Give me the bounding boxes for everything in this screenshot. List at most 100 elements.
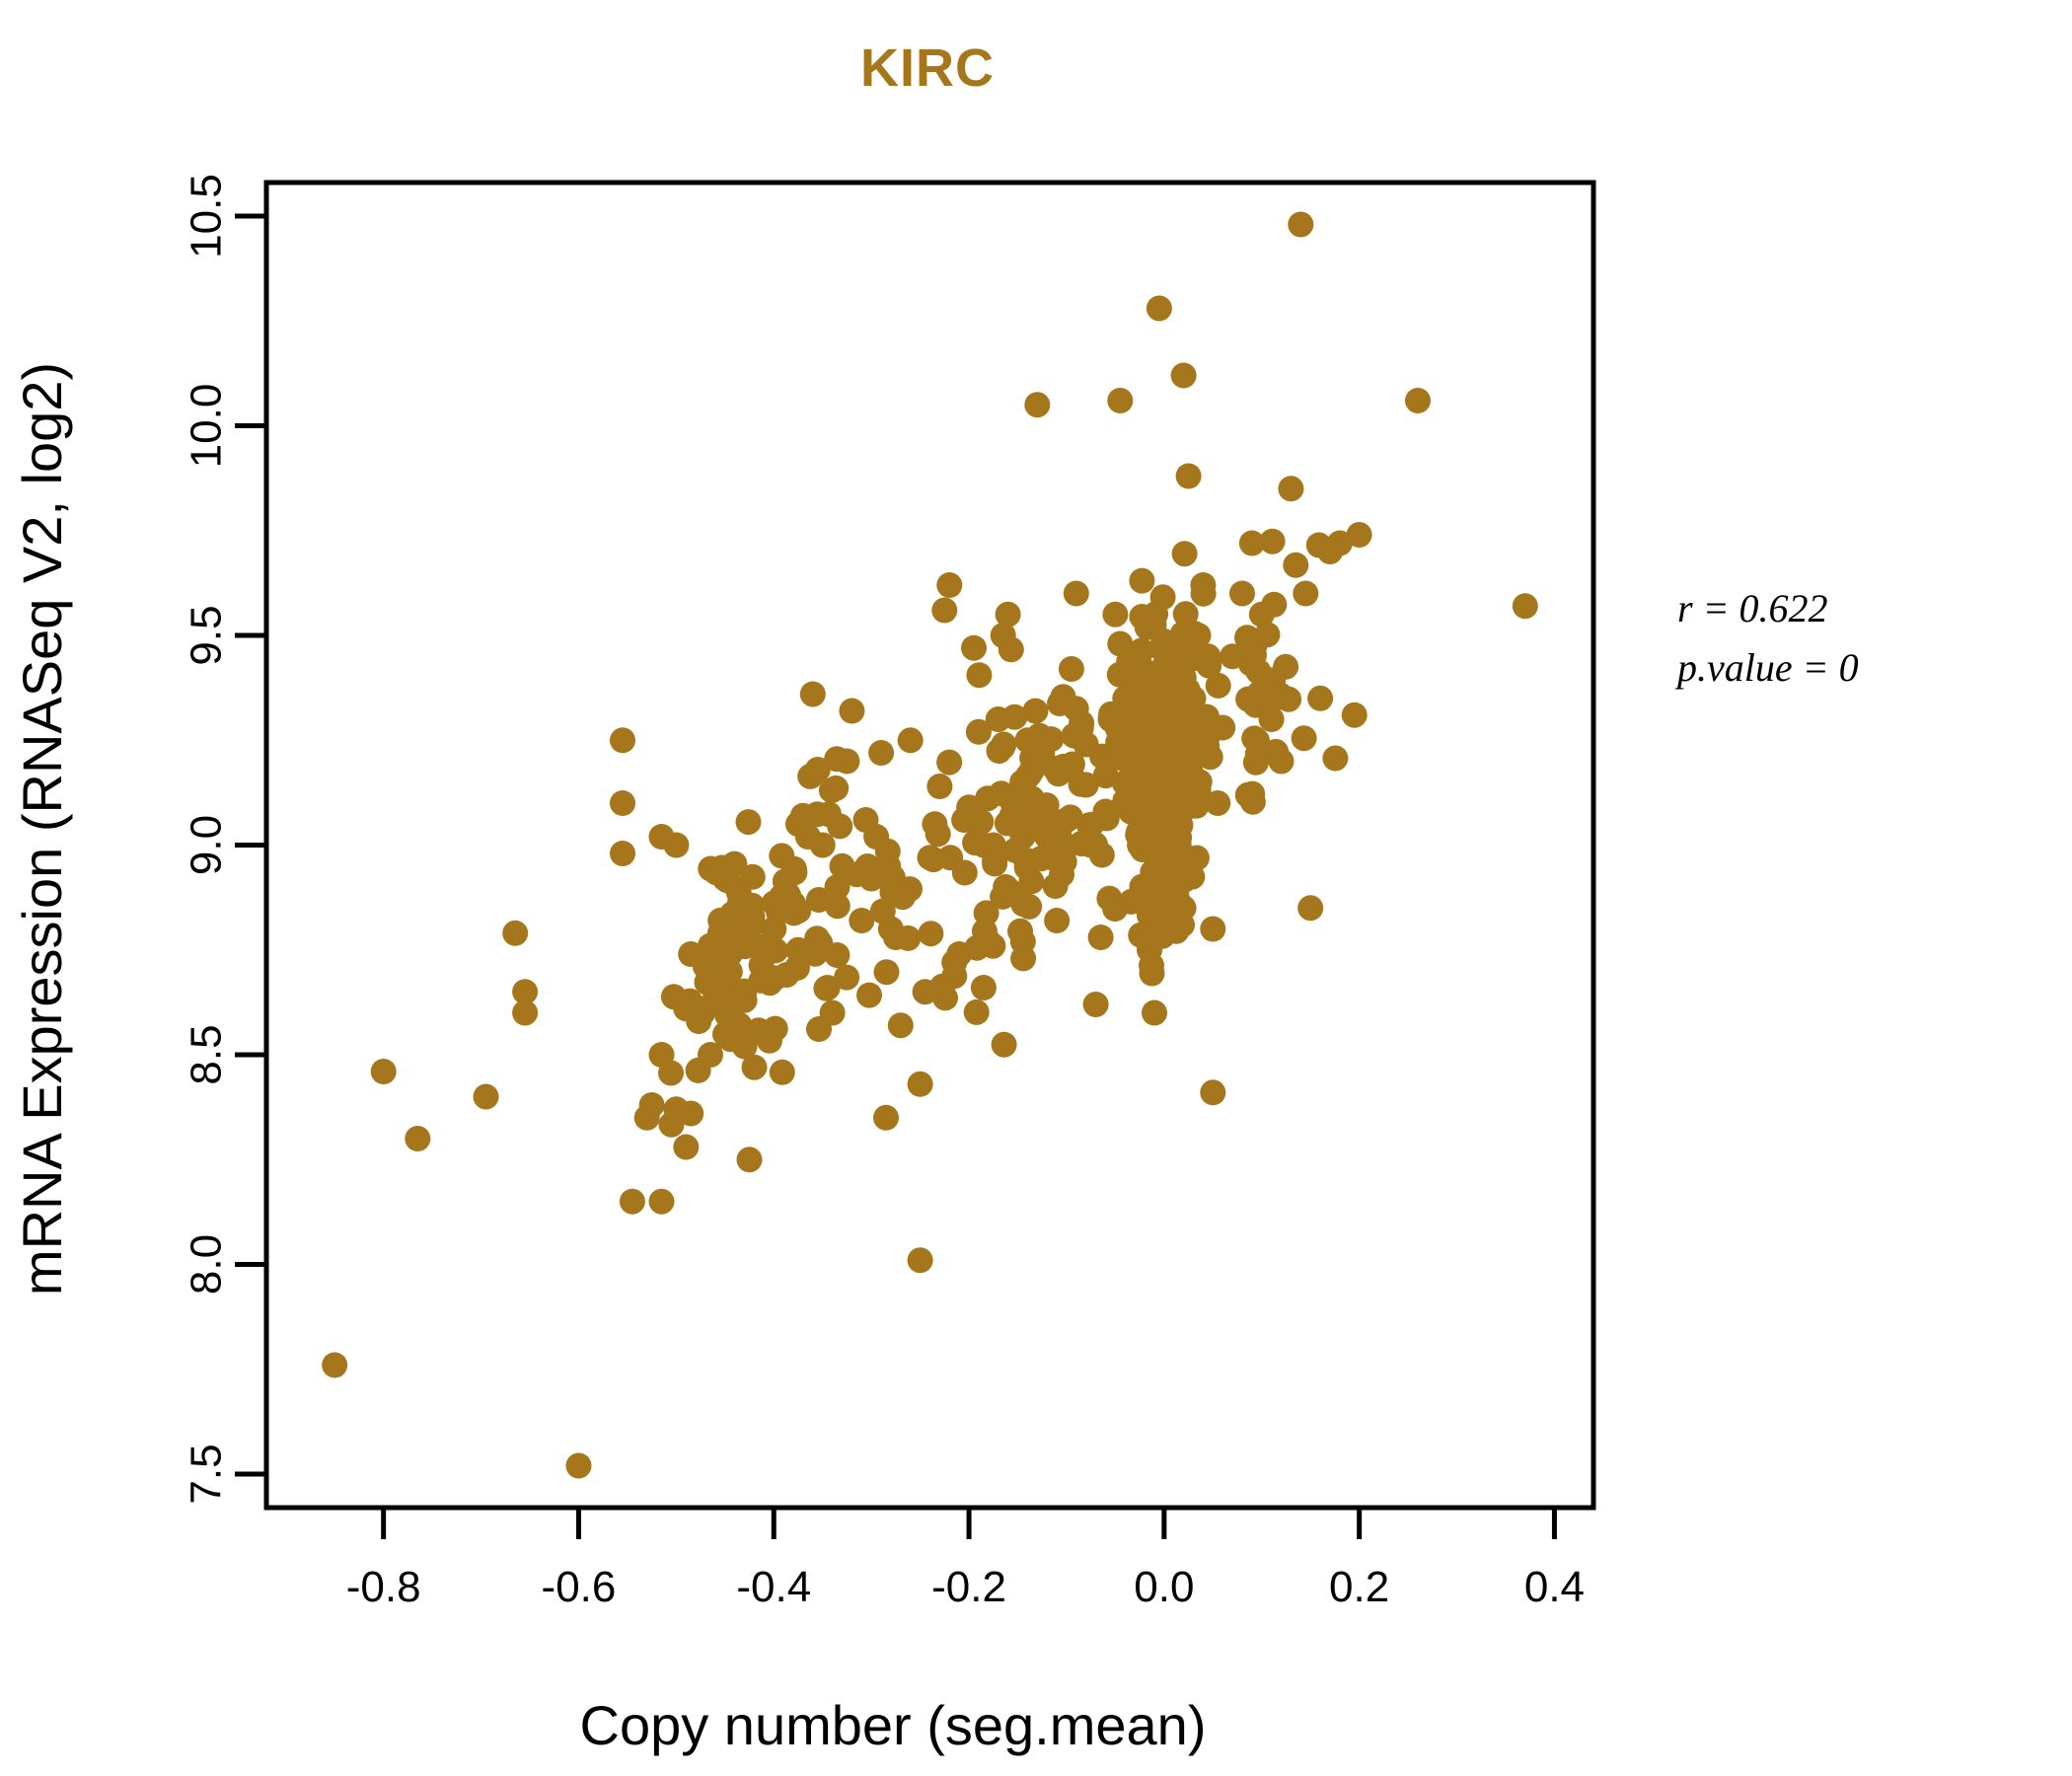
data-point — [1075, 812, 1102, 839]
data-point — [648, 1188, 675, 1215]
data-point — [1136, 929, 1162, 956]
data-point — [1166, 897, 1193, 924]
data-point — [925, 821, 951, 848]
data-point — [1092, 763, 1119, 789]
data-point — [874, 838, 901, 864]
data-point — [907, 1247, 933, 1274]
data-point — [970, 975, 997, 1000]
correlation-annotation: r = 0.622 — [1677, 586, 1828, 630]
data-point — [1283, 552, 1309, 578]
data-point — [936, 572, 963, 598]
data-point — [823, 775, 850, 801]
data-point — [748, 952, 775, 979]
data-point — [806, 1016, 832, 1042]
data-point — [638, 1092, 665, 1118]
y-tick-label: 10.0 — [183, 384, 231, 469]
data-point — [807, 930, 834, 957]
data-point — [1044, 908, 1071, 933]
data-point — [879, 864, 906, 891]
data-point — [995, 601, 1021, 628]
data-point — [1163, 918, 1190, 944]
data-point — [709, 921, 736, 947]
page-title: KIRC — [860, 38, 995, 98]
x-tick-label: 0.4 — [1524, 1563, 1585, 1611]
data-point — [868, 740, 895, 766]
data-point — [1102, 601, 1129, 628]
data-point — [1256, 691, 1283, 717]
data-point — [677, 988, 703, 1014]
data-point — [824, 874, 851, 900]
data-point — [962, 830, 989, 856]
data-point — [1022, 698, 1049, 724]
data-point — [1142, 999, 1167, 1026]
data-point — [1307, 685, 1334, 711]
data-point — [982, 848, 1008, 874]
data-point — [797, 763, 824, 789]
data-point — [1082, 832, 1108, 857]
data-point — [1128, 661, 1154, 688]
data-point — [1130, 752, 1156, 778]
data-point — [739, 892, 766, 919]
data-point — [1234, 781, 1261, 808]
data-point — [741, 1054, 768, 1080]
x-tick-label: 0.2 — [1329, 1563, 1389, 1611]
data-point — [1229, 580, 1255, 607]
data-point — [502, 920, 529, 946]
data-point — [1238, 530, 1265, 556]
data-point — [1016, 893, 1043, 920]
x-tick-label: -0.8 — [346, 1563, 421, 1611]
data-point — [918, 921, 944, 947]
data-point — [824, 746, 851, 773]
data-point — [907, 1071, 933, 1097]
data-point — [1010, 820, 1037, 847]
data-point — [658, 1111, 685, 1138]
data-point — [1305, 532, 1332, 558]
data-point — [926, 774, 953, 799]
data-point — [1245, 658, 1272, 685]
data-point — [1124, 713, 1150, 740]
data-point — [1297, 895, 1324, 922]
data-point — [678, 1100, 704, 1127]
y-tick-label: 8.0 — [183, 1234, 231, 1295]
data-point — [1170, 792, 1197, 819]
data-point — [1146, 730, 1172, 757]
data-point — [965, 718, 992, 745]
data-point — [856, 982, 882, 1008]
data-point — [698, 951, 724, 978]
data-point — [988, 780, 1014, 807]
data-points-layer — [322, 211, 1538, 1479]
data-point — [1166, 824, 1193, 851]
data-point — [1016, 761, 1043, 787]
data-point — [1235, 638, 1262, 665]
data-point — [1405, 388, 1431, 413]
data-point — [648, 824, 675, 850]
data-point — [1291, 725, 1317, 752]
data-point — [1200, 916, 1226, 942]
data-point — [1069, 709, 1095, 736]
data-point — [1106, 661, 1133, 688]
data-point — [1205, 790, 1231, 816]
data-point — [1018, 868, 1045, 895]
data-point — [405, 1126, 431, 1151]
data-point — [1058, 656, 1084, 682]
data-point — [799, 681, 826, 707]
data-point — [1512, 593, 1538, 620]
data-point — [1150, 861, 1176, 888]
data-point — [721, 851, 748, 877]
data-point — [512, 999, 539, 1026]
y-tick-label: 9.5 — [183, 605, 231, 665]
y-tick-label: 9.0 — [183, 815, 231, 875]
data-point — [963, 999, 990, 1025]
data-point — [991, 731, 1017, 758]
data-point — [738, 913, 764, 939]
data-point — [673, 1134, 700, 1160]
data-point — [931, 597, 958, 624]
data-point — [1341, 702, 1368, 728]
data-point — [897, 727, 924, 754]
data-point — [732, 933, 759, 960]
data-point — [1205, 672, 1231, 699]
data-point — [714, 1001, 741, 1028]
data-point — [968, 809, 995, 835]
data-point — [1009, 928, 1036, 955]
